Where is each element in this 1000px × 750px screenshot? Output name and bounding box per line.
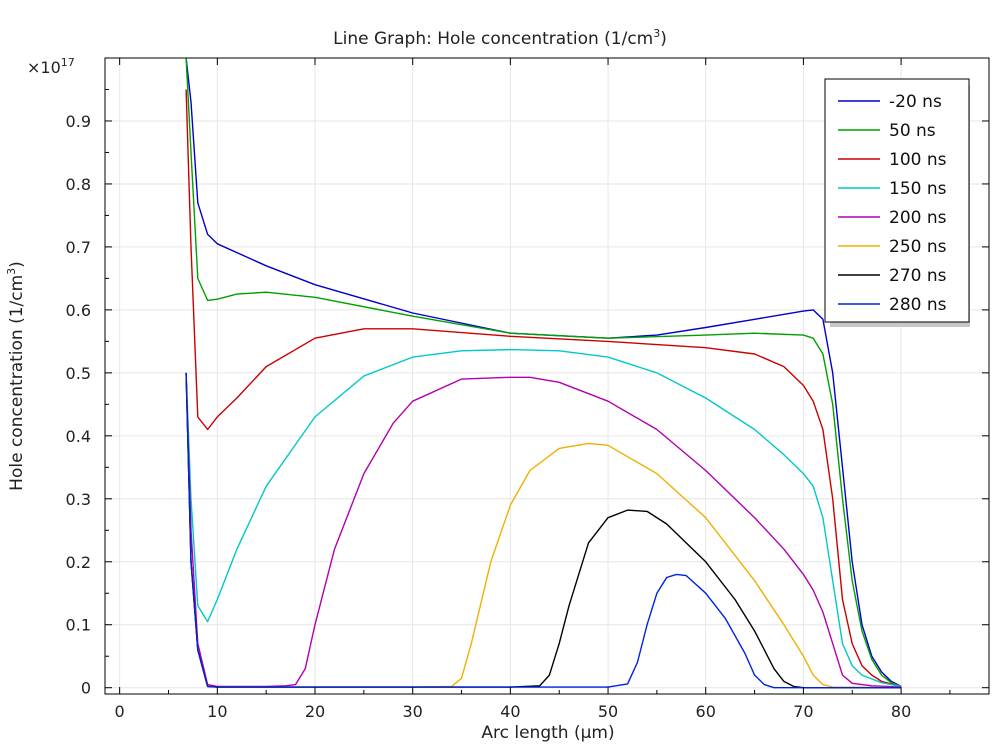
legend-label-200-ns: 200 ns <box>889 208 947 228</box>
legend-label-250-ns: 250 ns <box>889 237 947 257</box>
y-tick-label: 0.8 <box>66 175 91 194</box>
x-tick-label: 30 <box>403 702 423 721</box>
y-tick-label: 0.6 <box>66 301 91 320</box>
y-tick-label: 0.9 <box>66 112 91 131</box>
y-tick-label: 0.3 <box>66 490 91 509</box>
x-tick-label: 60 <box>696 702 716 721</box>
series-line-50-ns <box>185 58 902 688</box>
legend: -20 ns 50 ns 100 ns 150 ns 200 ns 250 ns 270 n… <box>824 78 970 327</box>
x-tick-label: 50 <box>598 702 618 721</box>
x-tick-label: 70 <box>793 702 813 721</box>
y-axis-multiplier: ×1017 <box>27 56 75 77</box>
x-tick-label: 10 <box>207 702 227 721</box>
legend-box <box>824 78 970 323</box>
x-axis-label: Arc length (µm) <box>481 723 614 743</box>
legend-label-280-ns: 280 ns <box>889 295 947 315</box>
legend-label-100-ns: 100 ns <box>889 150 947 170</box>
x-axis-ticks: 0 10 20 30 40 50 60 70 80 <box>115 58 951 721</box>
y-axis-ticks: 0 0.1 0.2 0.3 0.4 0.5 0.6 0.7 0.8 0.9 <box>66 88 989 698</box>
legend-label-20-ns: -20 ns <box>889 92 942 112</box>
legend-label-270-ns: 270 ns <box>889 266 947 286</box>
y-tick-label: 0.7 <box>66 238 91 257</box>
x-tick-label: 0 <box>115 702 125 721</box>
legend-label-150-ns: 150 ns <box>889 179 947 199</box>
x-tick-label: 40 <box>500 702 520 721</box>
y-tick-label: 0.1 <box>66 616 91 635</box>
x-tick-label: 80 <box>891 702 911 721</box>
y-tick-label: 0 <box>81 679 91 698</box>
plot-frame <box>104 57 990 695</box>
series-line-280-ns <box>185 372 902 689</box>
x-tick-label: 20 <box>305 702 325 721</box>
series-line-100-ns <box>185 89 902 688</box>
y-tick-label: 0.2 <box>66 553 91 572</box>
y-tick-label: 0.4 <box>66 427 91 446</box>
chart-title: Line Graph: Hole concentration (1/cm3) <box>333 27 667 49</box>
series-line-20-ns <box>185 58 902 688</box>
series-lines <box>185 58 902 689</box>
series-line-150-ns <box>185 348 902 688</box>
legend-label-50-ns: 50 ns <box>889 121 936 141</box>
y-tick-label: 0.5 <box>66 364 91 383</box>
y-axis-label: Hole concentration (1/cm3) <box>5 261 27 491</box>
